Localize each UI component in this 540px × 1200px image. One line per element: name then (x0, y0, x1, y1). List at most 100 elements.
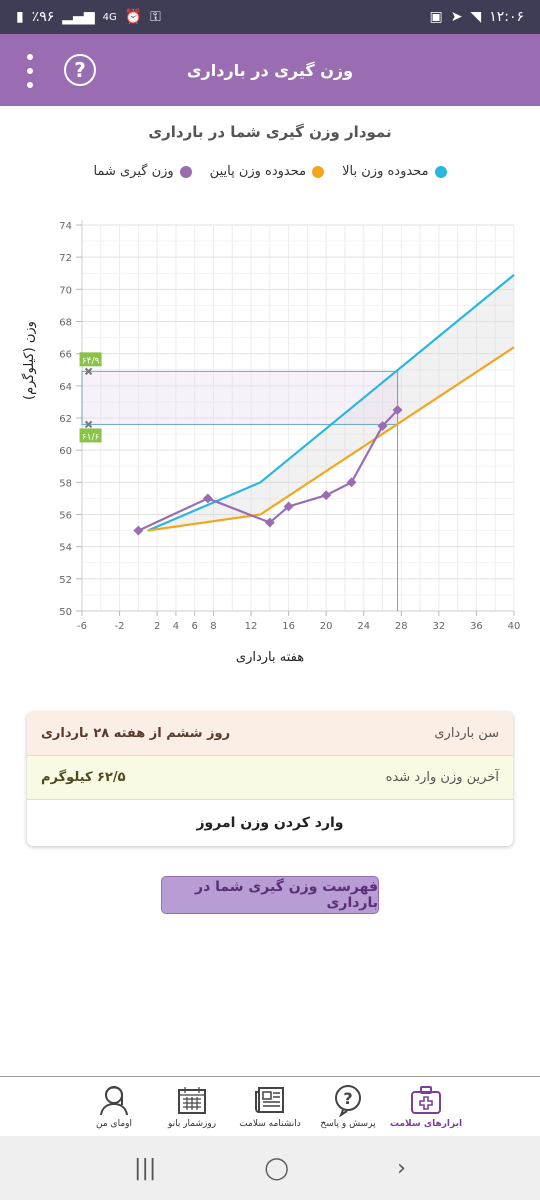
nav-calendar[interactable]: روزشمار بانو (155, 1077, 229, 1136)
gestational-age-label: سن بارداری (434, 726, 499, 741)
series-line-2 (137, 409, 399, 532)
status-bar: ▮ ٪۹۶ ▂▄▆ 4G ⏰ ⚿ ▣ ➤ ◥ ۱۲:۰۶ (0, 0, 540, 34)
x-tick-label: 32 (433, 621, 446, 632)
nav-label-questions: پرسش و پاسخ (320, 1119, 376, 1129)
y-tick-label: 54 (59, 543, 72, 554)
x-tick-label: 20 (320, 621, 333, 632)
range-badge-max (79, 352, 102, 367)
telegram-icon: ➤ (450, 9, 463, 25)
home-button[interactable]: ◯ (264, 1155, 290, 1181)
current-range-box (81, 370, 399, 425)
back-button[interactable]: › (397, 1155, 406, 1181)
battery-level: ٪۹۶ (31, 9, 55, 25)
legend-item-yours[interactable]: وزن گیری شما (93, 164, 192, 179)
x-tick-label: 4 (173, 621, 179, 632)
add-today-weight-button[interactable]: وارد کردن وزن امروز (196, 815, 344, 831)
series-line-1 (147, 346, 515, 532)
help-icon[interactable]: ? (64, 54, 96, 86)
data-point (346, 477, 357, 488)
x-tick-label: 24 (357, 621, 370, 632)
x-tick-label: 6 (192, 621, 198, 632)
y-tick-label: 52 (59, 575, 72, 586)
data-point (377, 421, 388, 431)
gestational-age-row: سن بارداری روز ششم از هفته ۲۸ بارداری (27, 712, 513, 756)
data-point (133, 525, 144, 536)
x-tick-label: -6 (77, 621, 87, 632)
x-tick-label: 8 (210, 621, 216, 632)
nav-questions[interactable]: ? پرسش و پاسخ (311, 1077, 385, 1136)
question-bubble-icon: ? (335, 1085, 361, 1117)
x-tick-label: -2 (115, 621, 125, 632)
last-weight-value: ۶۲/۵ کیلوگرم (41, 770, 126, 785)
nav-label-health-tools: ابزارهای سلامت (389, 1119, 463, 1129)
legend-item-lower[interactable]: محدوده وزن پایین (209, 164, 325, 179)
y-tick-label: 56 (59, 511, 72, 522)
x-axis-label: هفته بارداری (235, 650, 305, 665)
newspaper-icon (255, 1087, 284, 1113)
y-tick-label: 62 (59, 414, 72, 425)
key-icon: ⚿ (150, 9, 161, 25)
y-tick-label: 50 (59, 607, 72, 618)
recents-button[interactable]: ||| (134, 1155, 157, 1181)
x-tick-label: 28 (395, 621, 408, 632)
weight-list-button[interactable]: فهرست وزن گیری شما در بارداری (161, 876, 379, 914)
range-marker-max (84, 367, 93, 376)
range-marker-min (84, 420, 93, 429)
y-tick-label: 70 (59, 285, 72, 296)
nav-my-profile[interactable]: اومای من (77, 1077, 151, 1136)
legend-item-upper[interactable]: محدوده وزن بالا (342, 164, 447, 179)
y-tick-label: 74 (59, 221, 72, 232)
legend-dot-yours (179, 165, 192, 178)
gestational-age-value: روز ششم از هفته ۲۸ بارداری (41, 726, 231, 741)
chart-legend: محدوده وزن بالا محدوده وزن پایین وزن گیر… (0, 164, 540, 179)
legend-label-yours: وزن گیری شما (93, 164, 174, 179)
data-point (202, 493, 213, 504)
legend-label-lower: محدوده وزن پایین (209, 164, 307, 179)
x-tick-label: 40 (508, 621, 521, 632)
nav-health-tools[interactable]: ابزارهای سلامت (389, 1077, 463, 1136)
pregnancy-info-card: سن بارداری روز ششم از هفته ۲۸ بارداری آخ… (27, 712, 513, 846)
x-tick-label: 2 (154, 621, 160, 632)
wifi-icon: ◥ (470, 9, 482, 25)
app-bar: ? وزن گیری در بارداری (0, 34, 540, 106)
data-point (264, 517, 275, 528)
last-weight-row: آخرین وزن وارد شده ۶۲/۵ کیلوگرم (27, 756, 513, 800)
nav-label-my-profile: اومای من (96, 1119, 132, 1129)
x-tick-label: 36 (470, 621, 483, 632)
y-tick-label: 60 (59, 446, 72, 457)
y-tick-label: 64 (59, 382, 72, 393)
svg-text:?: ? (343, 1089, 352, 1108)
chart-title: نمودار وزن گیری شما در بارداری (148, 123, 392, 141)
y-tick-label: 58 (59, 478, 72, 489)
signal-icon: ▂▄▆ (62, 9, 95, 25)
bottom-navigation: ابزارهای سلامت ? پرسش و پاسخ دانشنامه سل… (0, 1076, 540, 1136)
clock: ۱۲:۰۶ (489, 9, 524, 25)
woman-avatar-icon (100, 1086, 128, 1116)
data-point (283, 501, 294, 512)
nav-label-encyclopedia: دانشنامه سلامت (239, 1119, 301, 1129)
overflow-menu-icon[interactable] (18, 54, 42, 88)
last-weight-label: آخرین وزن وارد شده (385, 770, 499, 785)
range-badge-min (79, 428, 102, 443)
data-point (392, 405, 403, 415)
x-tick-label: 16 (282, 621, 295, 632)
range-badge-label-max: ۶۴/۹ (82, 356, 100, 366)
alarm-icon: ⏰ (124, 9, 143, 25)
system-navigation: ||| ◯ › (0, 1136, 540, 1200)
legend-dot-upper (434, 165, 447, 178)
page-title: وزن گیری در بارداری (186, 60, 354, 80)
range-badge-label-min: ۶۱/۶ (82, 432, 100, 442)
y-axis-label: وزن (کیلوگرم) (22, 321, 37, 400)
series-line-0 (147, 274, 515, 532)
y-tick-label: 66 (59, 350, 72, 361)
screenshot-icon: ▣ (429, 9, 443, 25)
y-tick-label: 72 (59, 253, 72, 264)
network-type: 4G (102, 11, 117, 23)
nav-encyclopedia[interactable]: دانشنامه سلامت (233, 1077, 307, 1136)
y-tick-label: 68 (59, 318, 72, 329)
data-point (321, 490, 332, 501)
nav-label-calendar: روزشمار بانو (167, 1119, 217, 1129)
x-tick-label: 12 (245, 621, 258, 632)
calendar-icon (178, 1087, 206, 1114)
